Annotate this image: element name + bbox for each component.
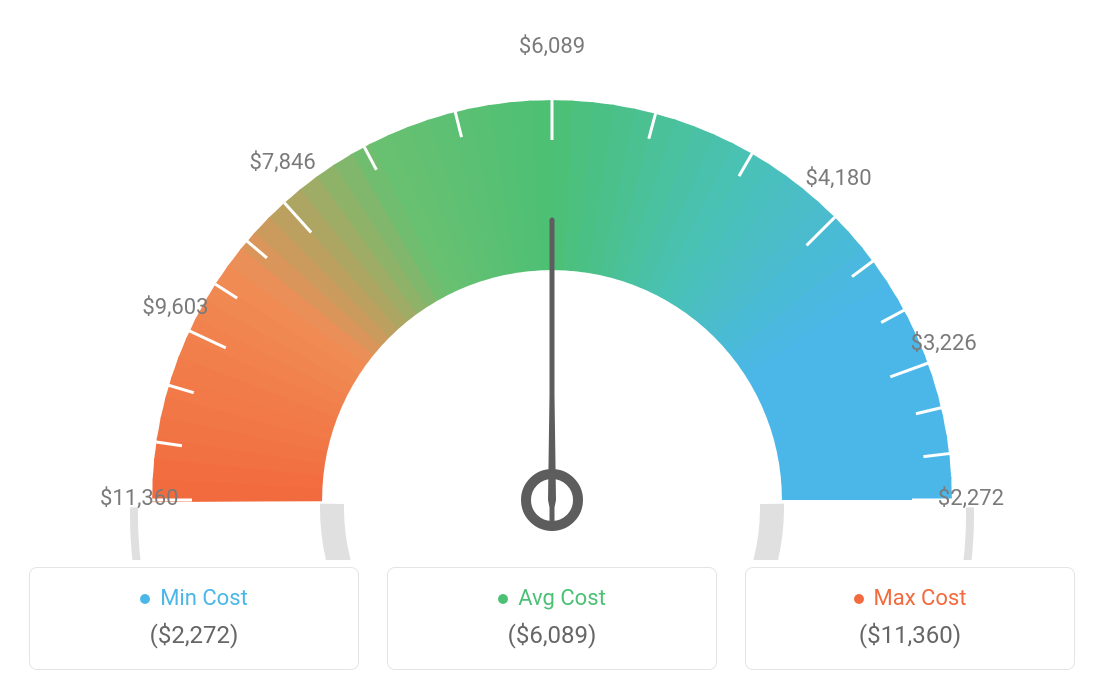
gauge-scale-label: $7,846 — [250, 150, 316, 175]
max-cost-dot — [854, 594, 864, 604]
gauge-container: $2,272 $3,226 $4,180 $6,089 $7,846 $9,603 $11,… — [52, 30, 1052, 560]
gauge-scale-label: $9,603 — [142, 295, 208, 320]
min-cost-value: ($2,272) — [30, 621, 358, 649]
legend-row: Min Cost ($2,272) Avg Cost ($6,089) Max … — [29, 567, 1075, 670]
max-cost-card: Max Cost ($11,360) — [745, 567, 1075, 670]
avg-cost-header: Avg Cost — [388, 586, 716, 611]
max-cost-value: ($11,360) — [746, 621, 1074, 649]
max-cost-label: Max Cost — [874, 586, 967, 611]
max-cost-header: Max Cost — [746, 586, 1074, 611]
avg-cost-dot — [498, 594, 508, 604]
min-cost-header: Min Cost — [30, 586, 358, 611]
gauge-scale-label: $4,180 — [782, 166, 872, 191]
min-cost-dot — [140, 594, 150, 604]
min-cost-label: Min Cost — [160, 586, 248, 611]
avg-cost-label: Avg Cost — [518, 586, 606, 611]
gauge-scale-label: $3,226 — [887, 331, 977, 356]
avg-cost-value: ($6,089) — [388, 621, 716, 649]
gauge-scale-label: $6,089 — [507, 34, 597, 59]
avg-cost-card: Avg Cost ($6,089) — [387, 567, 717, 670]
min-cost-card: Min Cost ($2,272) — [29, 567, 359, 670]
gauge-scale-label: $2,272 — [914, 486, 1004, 511]
gauge-scale-label: $11,360 — [100, 486, 179, 511]
